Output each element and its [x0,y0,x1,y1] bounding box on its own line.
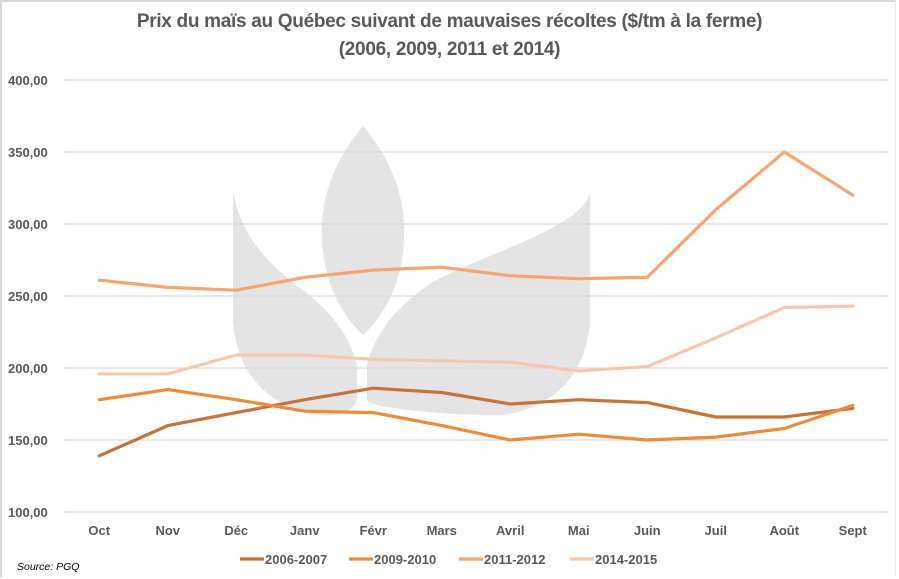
leaf-left-icon [233,192,357,416]
series-lines [97,150,855,458]
y-tick-label: 400,00 [8,73,48,88]
legend-label: 2006-2007 [265,552,327,567]
x-tick-label: Mai [568,523,590,538]
y-tick-label: 200,00 [8,361,48,376]
x-axis-labels: Oct Nov Déc Janv Févr Mars Avril Mai Juin Juil Aoû… [88,523,867,538]
watermark-leaf-logo-icon [233,126,590,416]
x-tick-label: Juil [705,523,727,538]
legend-label: 2014-2015 [595,552,657,567]
series-line-2009-2010 [97,388,855,442]
legend-item-2006-2007: 2006-2007 [240,552,327,567]
y-tick-label: 300,00 [8,217,48,232]
chart-title: Prix du maïs au Québec suivant de mauvai… [136,11,763,32]
y-tick-label: 350,00 [8,145,48,160]
legend-item-2014-2015: 2014-2015 [570,552,657,567]
legend-item-2009-2010: 2009-2010 [349,552,436,567]
x-tick-label: Janv [290,523,320,538]
chart-subtitle: (2006, 2009, 2011 et 2014) [338,39,561,60]
x-tick-label: Févr [360,523,387,538]
legend: 2006-2007 2009-2010 2011-2012 2014-2015 [240,552,657,567]
x-tick-label: Sept [839,523,868,538]
x-tick-label: Oct [88,523,110,538]
y-tick-label: 250,00 [8,289,48,304]
series-line-2014-2015 [97,304,855,376]
y-axis-labels: 100,00 150,00 200,00 250,00 300,00 350,00 400,… [8,73,48,520]
gridlines [65,79,887,513]
series-line-2011-2012 [97,150,855,292]
y-tick-label: 150,00 [8,433,48,448]
legend-item-2011-2012: 2011-2012 [459,552,545,567]
x-tick-label: Déc [224,523,248,538]
x-tick-label: Avril [496,523,524,538]
leaf-center-icon [321,126,405,335]
chart-title-block: Prix du maïs au Québec suivant de mauvai… [0,8,899,64]
y-tick-label: 100,00 [8,505,48,520]
legend-label: 2011-2012 [484,552,545,567]
x-tick-label: Juin [634,523,661,538]
x-tick-label: Août [769,523,799,538]
legend-label: 2009-2010 [374,552,436,567]
source-note: Source: PGQ [17,561,80,573]
series-line-2006-2007 [97,386,855,458]
x-tick-label: Mars [427,523,457,538]
x-tick-label: Nov [155,523,180,538]
